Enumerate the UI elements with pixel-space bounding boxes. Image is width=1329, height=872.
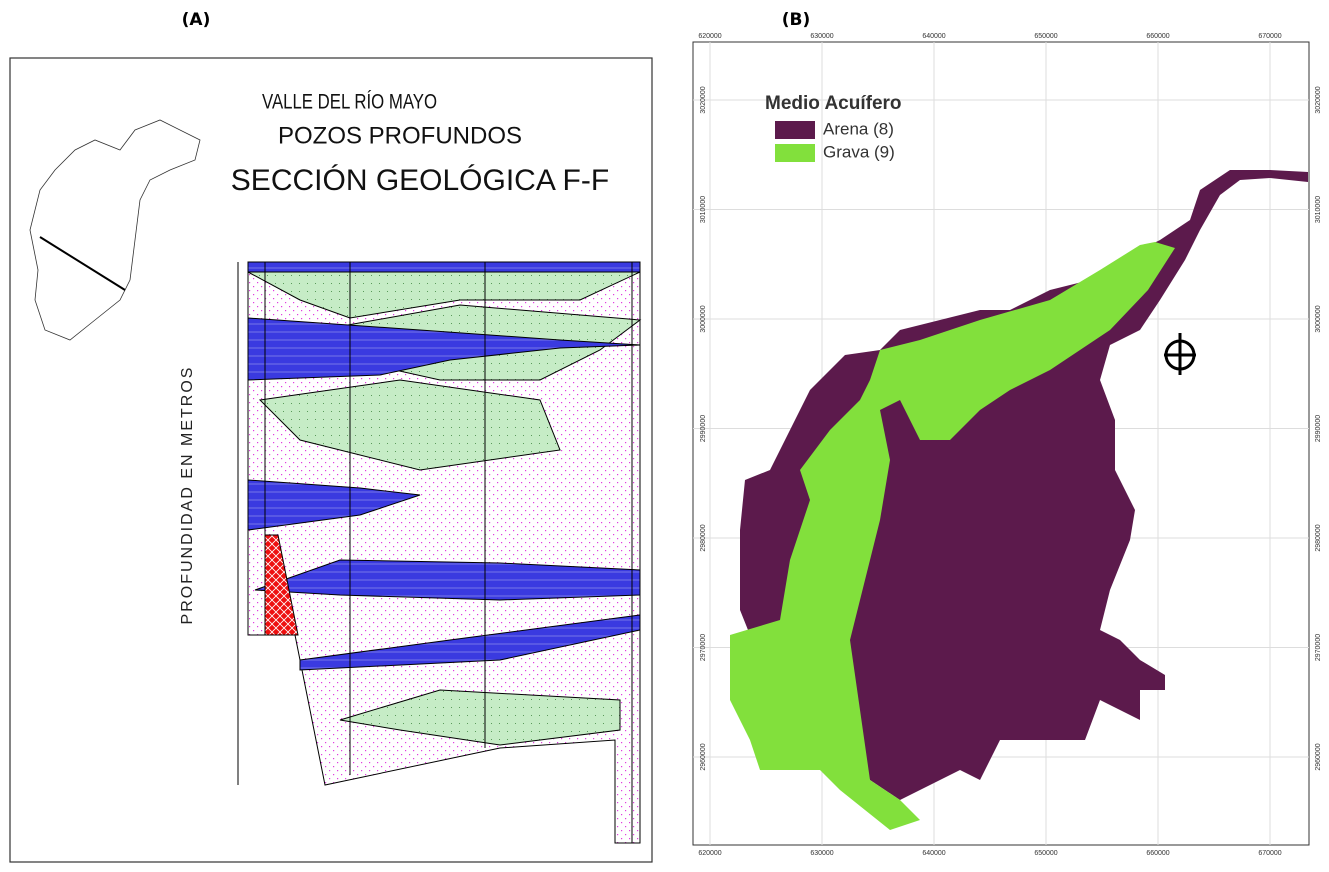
y-tick-label: 3010000: [1315, 196, 1322, 223]
subtitle: POZOS PROFUNDOS: [278, 122, 522, 149]
y-tick-label: 3010000: [700, 196, 707, 223]
y-tick-label: 3020000: [1315, 86, 1322, 113]
y-tick-label: 2960000: [700, 743, 707, 770]
x-tick-label: 660000: [1146, 33, 1169, 40]
figure: 050100150200250300350400PMO-13PMB-7PMB-5…: [0, 0, 1329, 867]
legend-swatch: [775, 121, 815, 139]
y-tick-label: 2970000: [1315, 634, 1322, 661]
y-tick-label: 2990000: [1315, 415, 1322, 442]
x-tick-label: 630000: [810, 33, 833, 40]
y-tick-label: 2960000: [1315, 743, 1322, 770]
y-tick-label: 3000000: [700, 305, 707, 332]
heading: SECCIÓN GEOLÓGICA F-F: [231, 164, 609, 197]
x-tick-label: 650000: [1034, 850, 1057, 857]
legend-title: Medio Acuífero: [765, 93, 902, 114]
x-tick-label: 670000: [1258, 33, 1281, 40]
y-tick-label: 2970000: [700, 634, 707, 661]
x-tick-label: 620000: [698, 33, 721, 40]
x-tick-label: 670000: [1258, 850, 1281, 857]
x-tick-label: 660000: [1146, 850, 1169, 857]
panel-b: Medio Acuífero 620000 620000 630000 630000 6…: [693, 33, 1322, 857]
panel-label: (B): [782, 10, 811, 30]
y-tick-label: 2990000: [700, 415, 707, 442]
title: VALLE DEL RÍO MAYO: [262, 91, 437, 114]
y-tick-label: 3000000: [1315, 305, 1322, 332]
x-tick-label: 630000: [810, 850, 833, 857]
x-tick-label: 640000: [922, 33, 945, 40]
arcilla-layer: [248, 262, 640, 272]
x-tick-label: 650000: [1034, 33, 1057, 40]
panel-label: (A): [182, 10, 211, 30]
axis-title: PROFUNDIDAD EN METROS: [179, 366, 196, 625]
y-tick-label: 2980000: [1315, 524, 1322, 551]
y-tick-label: 3020000: [700, 86, 707, 113]
panel-a: VALLE DEL RÍO MAYO POZOS PROFUNDOS SECCI…: [10, 58, 652, 862]
x-tick-label: 640000: [922, 850, 945, 857]
legend-swatch: [775, 144, 815, 162]
x-tick-label: 620000: [698, 850, 721, 857]
legend-label: Arena (8): [823, 119, 894, 138]
legend-label: Grava (9): [823, 142, 895, 161]
y-tick-label: 2980000: [700, 524, 707, 551]
